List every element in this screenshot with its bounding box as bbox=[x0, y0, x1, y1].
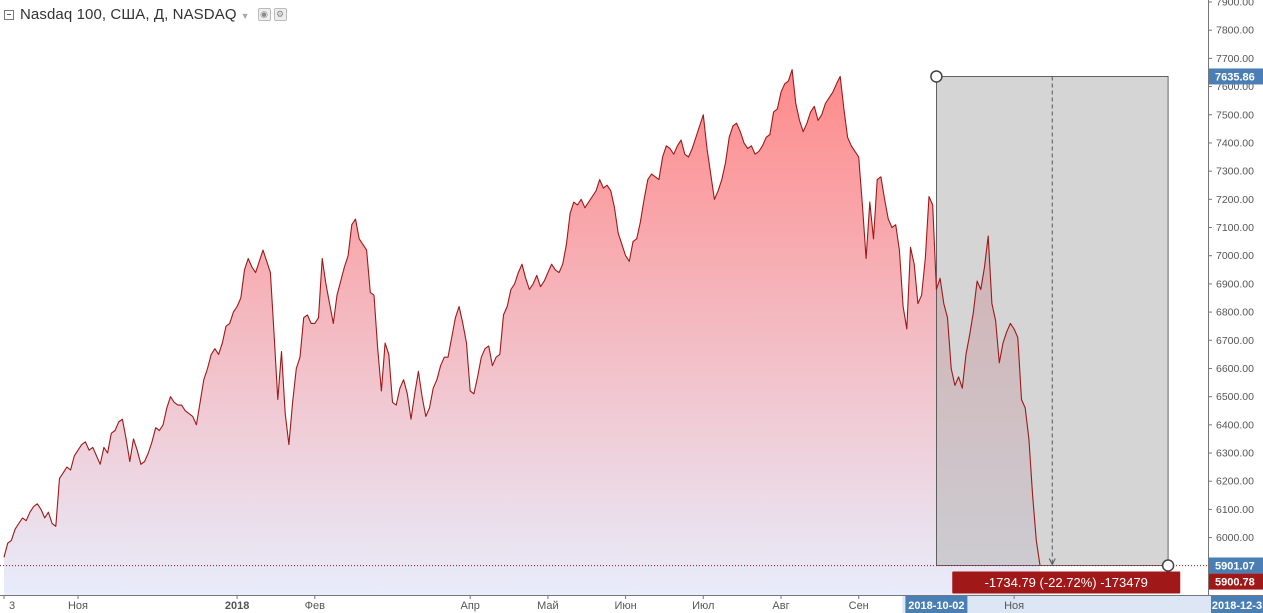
price-label: 7635.86 bbox=[1215, 71, 1255, 83]
x-tick-label: Май bbox=[537, 600, 559, 612]
y-tick-label: 7100.00 bbox=[1216, 222, 1254, 234]
y-tick-label: 7200.00 bbox=[1216, 194, 1254, 206]
x-tick-label: Авг bbox=[772, 600, 789, 612]
price-label-bg bbox=[1209, 557, 1263, 574]
eye-icon[interactable]: ◉ bbox=[257, 8, 271, 21]
y-tick-label: 6500.00 bbox=[1216, 391, 1254, 403]
y-tick-label: 7900.00 bbox=[1216, 0, 1254, 9]
y-tick-label: 6400.00 bbox=[1216, 419, 1254, 431]
x-tick-label: Июл bbox=[692, 600, 714, 612]
measure-label-bg bbox=[952, 571, 1181, 594]
x-tick-label: Ноя bbox=[1004, 600, 1024, 612]
y-tick-label: 6300.00 bbox=[1216, 448, 1254, 460]
series-area bbox=[4, 69, 1040, 595]
x-highlight-label: 2018-10-02 bbox=[908, 600, 964, 612]
x-tick-label: Апр bbox=[460, 600, 479, 612]
y-tick-label: 7700.00 bbox=[1216, 53, 1254, 65]
collapse-icon[interactable] bbox=[4, 9, 14, 20]
measure-arrowhead bbox=[1048, 558, 1056, 566]
y-tick-label: 7400.00 bbox=[1216, 137, 1254, 149]
y-tick-label: 6700.00 bbox=[1216, 335, 1254, 347]
chart-legend: Nasdaq 100, США, Д, NASDAQ ▼ ◉ ⚙ bbox=[4, 6, 290, 23]
gear-icon[interactable]: ⚙ bbox=[273, 8, 287, 21]
y-tick-label: 6000.00 bbox=[1216, 532, 1254, 544]
measure-start-handle[interactable] bbox=[930, 70, 943, 83]
x-highlight-label-bg bbox=[905, 596, 968, 613]
y-tick-label: 6100.00 bbox=[1216, 504, 1254, 516]
x-highlight-label-bg bbox=[1211, 596, 1263, 613]
y-tick-label: 7300.00 bbox=[1216, 166, 1254, 178]
price-label-bg bbox=[1209, 68, 1263, 85]
x-tick-label: Сен bbox=[849, 600, 869, 612]
y-tick-label: 7500.00 bbox=[1216, 109, 1254, 121]
measure-end-handle[interactable] bbox=[1161, 559, 1175, 572]
x-tick-label: Фев bbox=[305, 600, 325, 612]
x-range-highlight bbox=[902, 596, 1213, 613]
x-tick-label: Ноя bbox=[68, 600, 88, 612]
y-tick-label: 6800.00 bbox=[1216, 307, 1254, 319]
price-label: 5901.07 bbox=[1215, 560, 1255, 572]
series-line bbox=[3, 69, 1041, 566]
x-tick-label: 2018 bbox=[225, 600, 249, 612]
measure-label: -1734.79 (-22.72%) -173479 bbox=[985, 575, 1148, 590]
caret-down-icon[interactable]: ▼ bbox=[240, 10, 250, 21]
y-tick-label: 6600.00 bbox=[1216, 363, 1254, 375]
y-axis-panel bbox=[1208, 0, 1263, 595]
y-tick-label: 7000.00 bbox=[1216, 250, 1254, 262]
price-label: 5900.78 bbox=[1215, 577, 1255, 589]
y-tick-label: 6200.00 bbox=[1216, 476, 1254, 488]
y-tick-label: 6900.00 bbox=[1216, 278, 1254, 290]
price-label-bg bbox=[1209, 573, 1263, 590]
legend-title: Nasdaq 100, США, Д, NASDAQ bbox=[20, 6, 237, 23]
x-tick-label: 3 bbox=[9, 600, 15, 612]
x-highlight-label: 2018-12-3 bbox=[1212, 600, 1262, 612]
y-tick-label: 7800.00 bbox=[1216, 25, 1254, 37]
x-tick-label: Июн bbox=[614, 600, 636, 612]
